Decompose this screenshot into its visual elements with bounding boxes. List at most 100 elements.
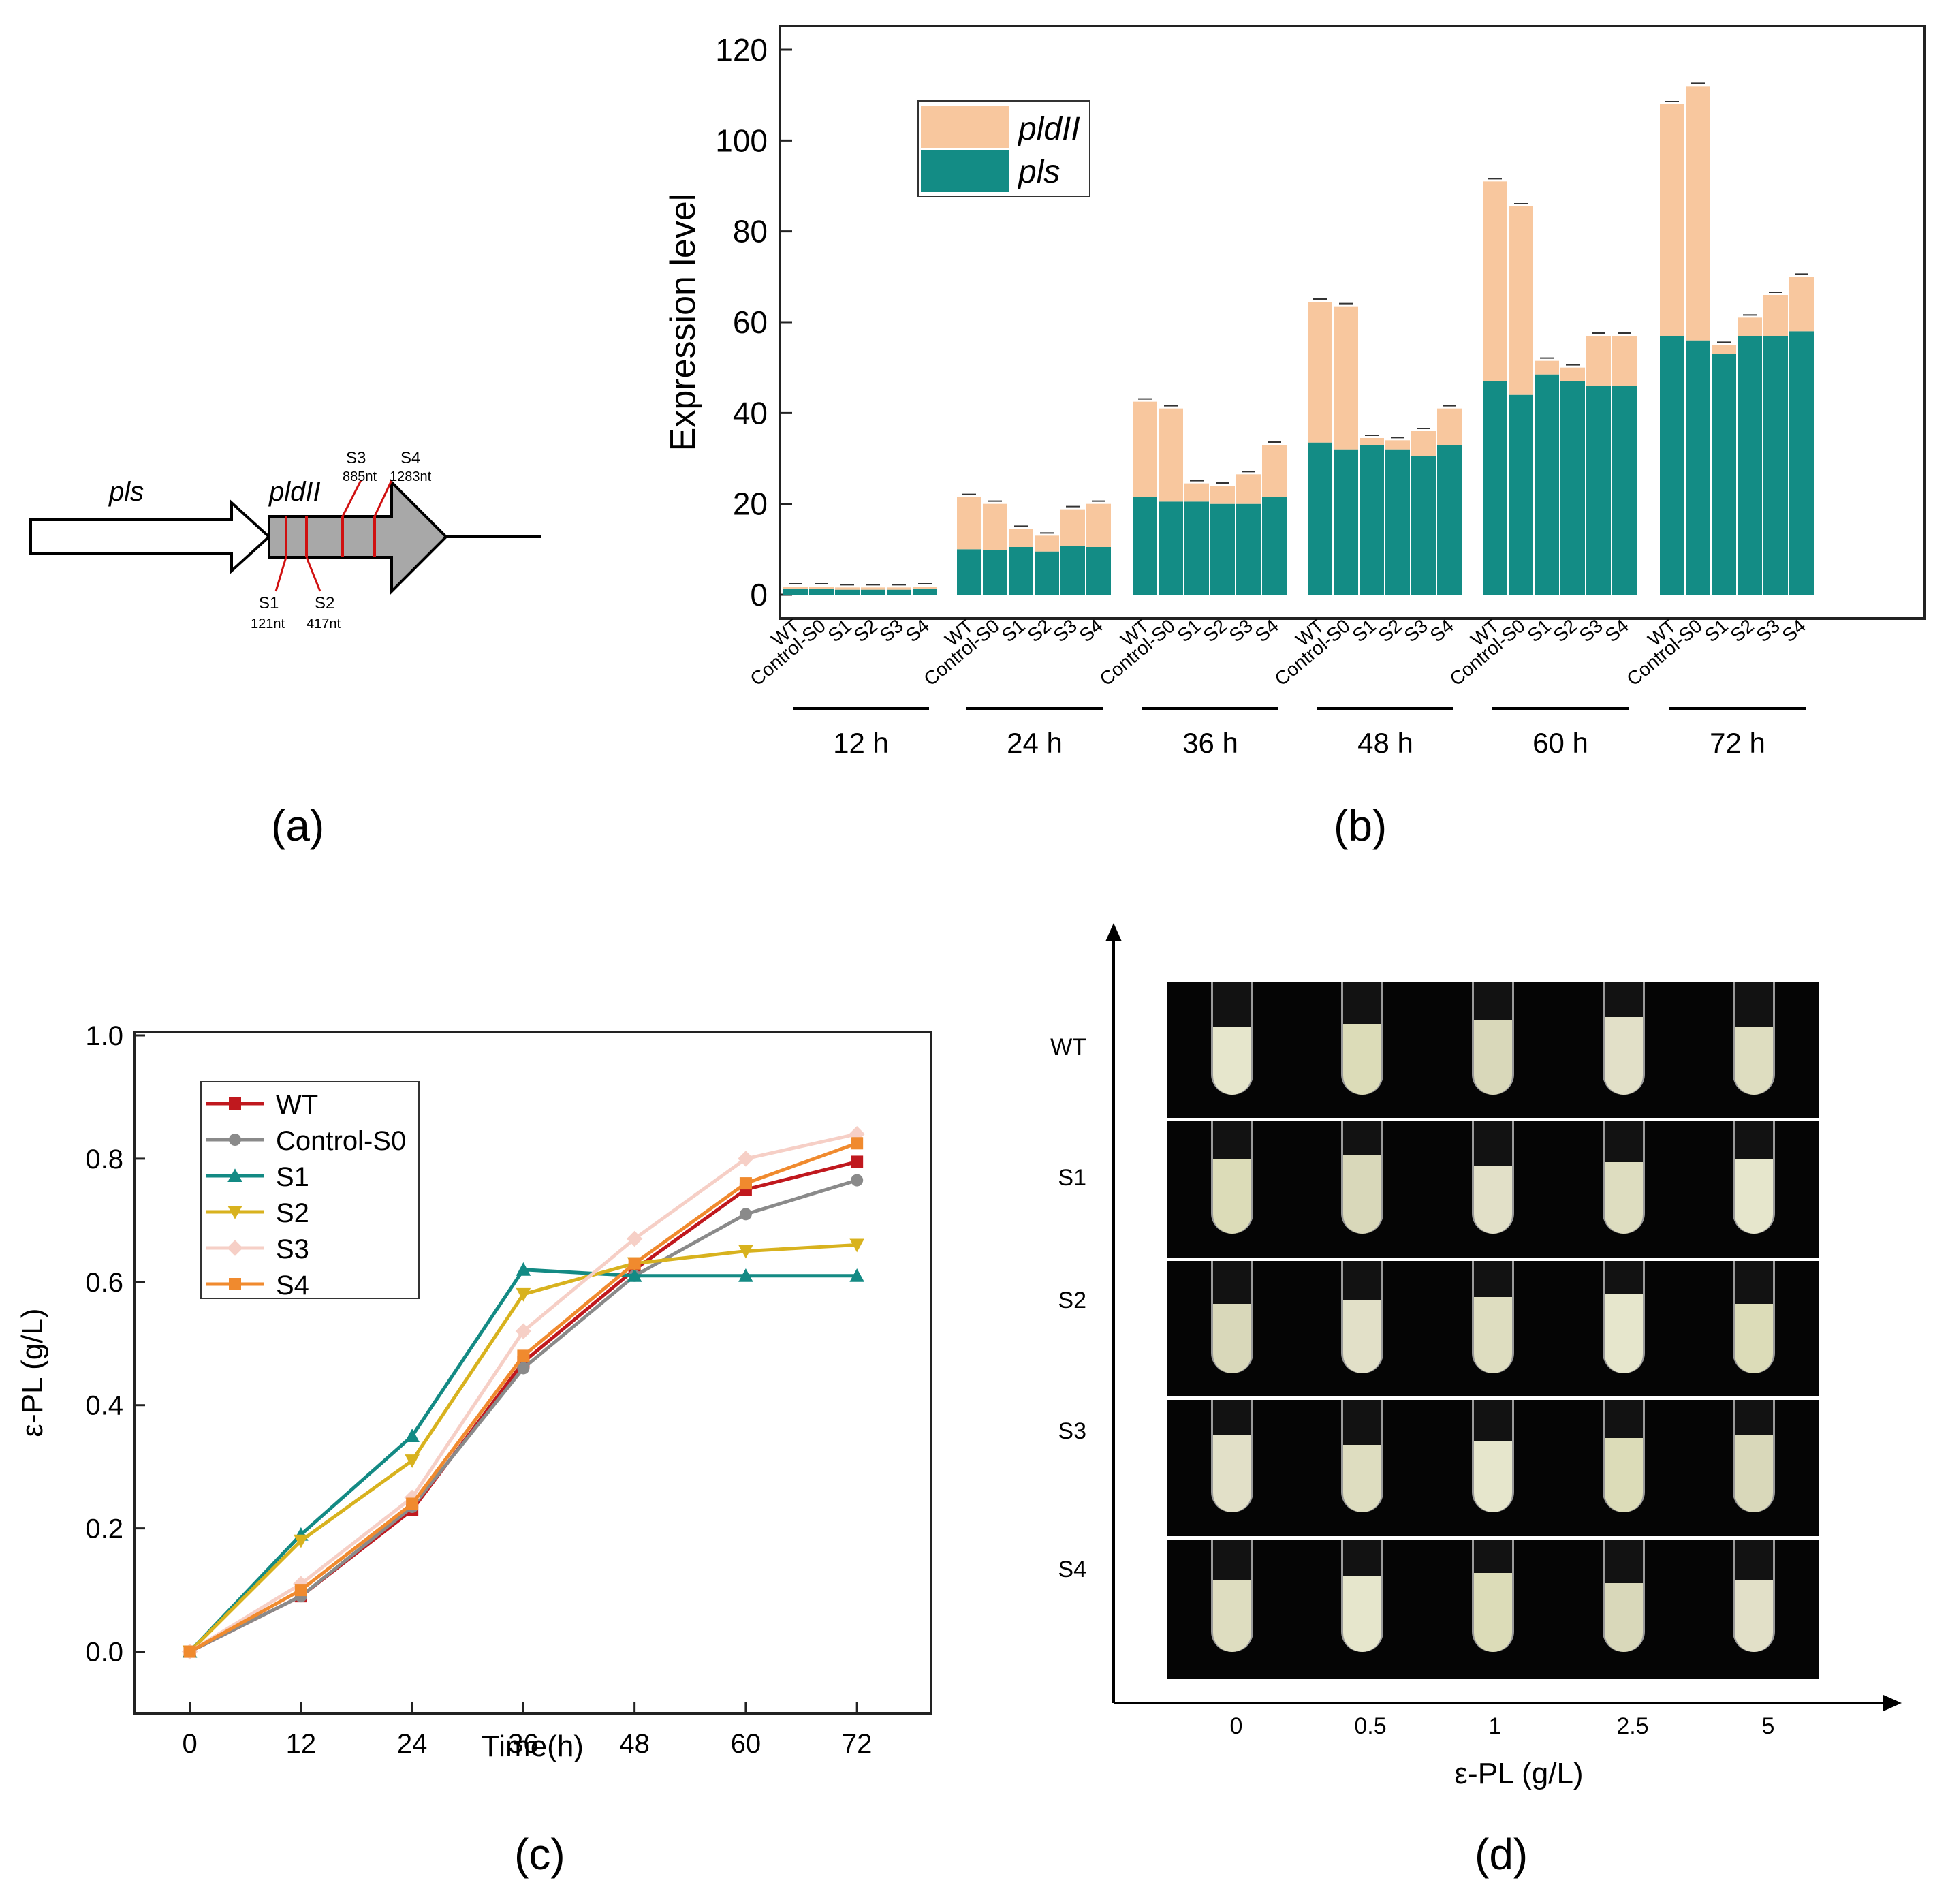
bar-pldII [835, 587, 860, 590]
line-legend-label: WT [276, 1090, 318, 1120]
bar-pldII [1236, 474, 1261, 504]
bar-pls [1738, 336, 1762, 595]
tube-liquid [1735, 1027, 1774, 1095]
bar-ylabel: Expression level [663, 193, 703, 452]
test-tube [1471, 1260, 1514, 1373]
tube-liquid [1604, 1161, 1643, 1234]
bar-pldII [1686, 86, 1710, 341]
bar-group-label: 60 h [1533, 727, 1588, 759]
line-marker [517, 1362, 530, 1375]
pldII-gene-label: pldII [268, 477, 321, 507]
tube-photo-cell [1558, 1539, 1689, 1679]
tube-liquid [1212, 1158, 1251, 1234]
line-ytick-label: 0.8 [85, 1144, 123, 1174]
line-marker [229, 1097, 241, 1110]
pldII-gene-arrow [268, 479, 448, 595]
bar-pls [1411, 456, 1436, 595]
line-ytick-label: 0.6 [85, 1268, 123, 1298]
gene-map: pls pldII S1 121nt S2 417nt S3 885nt S4 … [29, 449, 541, 631]
tube-liquid [1473, 1573, 1512, 1652]
tube-photo-cell [1167, 1400, 1298, 1540]
tube-liquid [1735, 1158, 1774, 1234]
bar-pldII [1133, 401, 1157, 497]
site-pos-s2: 417nt [307, 617, 341, 631]
panel-label-b: (b) [1334, 801, 1387, 850]
bar-pldII [913, 587, 937, 589]
tube-liquid [1343, 1300, 1382, 1373]
line-ytick-label: 1.0 [85, 1021, 123, 1051]
bar-pldII [1712, 345, 1736, 354]
tube-liquid [1212, 1027, 1251, 1095]
line-marker [516, 1287, 531, 1302]
line-marker [851, 1137, 864, 1150]
tube-row-label: S1 [1058, 1165, 1086, 1191]
tube-photo-cell [1558, 1260, 1689, 1401]
bar-pldII [809, 587, 834, 589]
line-xtick-label: 72 [842, 1729, 873, 1759]
site-mark-s4b [373, 480, 393, 517]
tube-xlabel: ε-PL (g/L) [1454, 1757, 1583, 1790]
bar-pldII [1509, 206, 1533, 395]
line-marker [516, 1262, 531, 1276]
tube-liquid [1604, 1293, 1643, 1373]
line-xtick-label: 36 [508, 1729, 539, 1759]
bar-pls [861, 589, 885, 595]
site-label-s2: S2 [315, 594, 334, 612]
panel-label-a: (a) [271, 801, 325, 850]
site-mark-s3b [341, 480, 362, 517]
tube-photo-cell [1688, 982, 1819, 1122]
test-tube [1341, 1260, 1384, 1373]
line-xlabel: Time(h) [482, 1730, 584, 1763]
bar-pls [1789, 331, 1814, 595]
tube-photo-cell [1558, 1121, 1689, 1261]
bar-pldII [783, 587, 808, 589]
site-mark-s2b [305, 557, 321, 592]
bar-pls [1334, 449, 1358, 595]
tube-photo-cell [1297, 1121, 1428, 1261]
line-marker [851, 1174, 864, 1187]
tube-photo-cell [1428, 982, 1558, 1122]
tube-photo-cell [1297, 1260, 1428, 1401]
test-tube [1733, 982, 1776, 1095]
tube-photo-cell [1688, 1260, 1819, 1401]
bar-pldII [1334, 306, 1358, 450]
line-marker [227, 1240, 243, 1256]
line-marker [849, 1238, 864, 1253]
test-tube [1341, 982, 1384, 1095]
test-tube [1471, 1121, 1514, 1234]
site-label-s1: S1 [259, 594, 279, 612]
tube-col-label: 0.5 [1354, 1713, 1386, 1739]
tube-photo-grid [1167, 982, 1819, 1679]
line-marker [294, 1534, 309, 1548]
bar-group-label: 48 h [1357, 727, 1413, 759]
test-tube [1733, 1260, 1776, 1373]
line-legend-box [200, 1081, 420, 1299]
line-ylabel: ε-PL (g/L) [16, 1308, 49, 1437]
bar-pls [835, 589, 860, 595]
line-marker [227, 1206, 242, 1219]
tube-photo-cell [1688, 1121, 1819, 1261]
line-legend-label: S2 [276, 1198, 309, 1228]
line-marker [851, 1155, 864, 1168]
legend-label-pls: pls [1017, 154, 1060, 190]
bar-pls [809, 589, 834, 595]
tube-liquid [1212, 1435, 1251, 1513]
bar-pls [1586, 386, 1611, 595]
bar-pldII [1159, 408, 1183, 502]
legend-swatch-pldII [921, 106, 1009, 148]
bar-ytick-label: 60 [733, 305, 768, 340]
bar-group-label: 24 h [1007, 727, 1063, 759]
line-marker [294, 1584, 307, 1597]
line-marker [229, 1134, 241, 1146]
tube-liquid [1735, 1435, 1774, 1513]
bar-pls [1535, 374, 1559, 595]
tube-liquid [1735, 1303, 1774, 1373]
bar-ytick-label: 20 [733, 486, 768, 522]
bar-pls [1437, 445, 1462, 595]
bar-pldII [1789, 277, 1814, 332]
line-legend-label: S4 [276, 1270, 309, 1300]
bar-pldII [1035, 535, 1059, 552]
legend-label-pldII: pldII [1017, 111, 1080, 147]
bar-pldII [1385, 440, 1410, 450]
